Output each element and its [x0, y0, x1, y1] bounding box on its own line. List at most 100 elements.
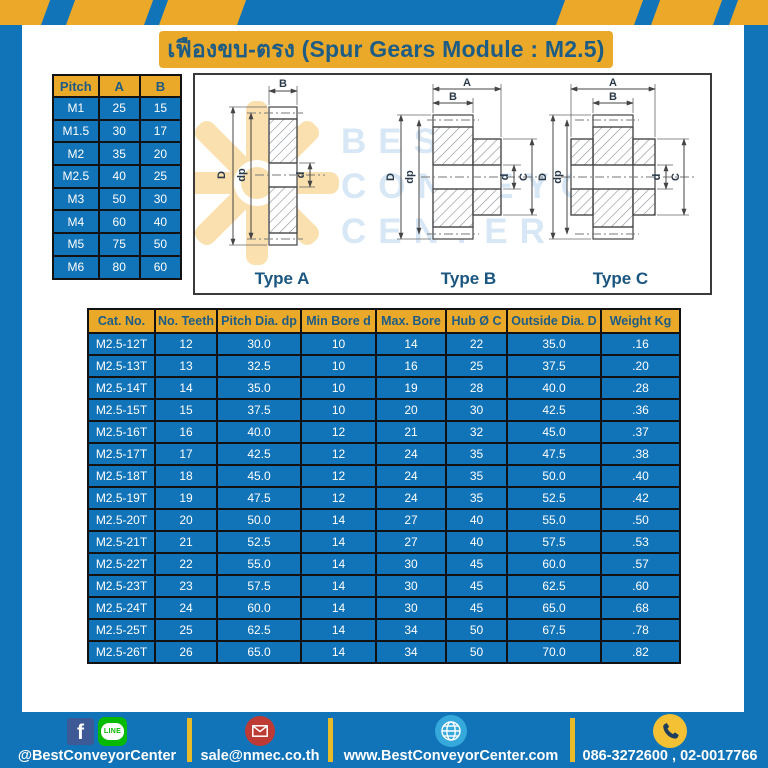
- table-cell: 22: [445, 332, 508, 356]
- page-title: เฟืองขบ-ตรง (Spur Gears Module : M2.5): [159, 31, 613, 68]
- table-cell: .37: [600, 420, 681, 444]
- column-header: Max. Bore: [375, 308, 447, 334]
- dim-label-a: A: [463, 77, 471, 89]
- column-header: B: [138, 74, 183, 98]
- table-cell: 35.0: [216, 376, 302, 400]
- table-cell: 45: [445, 552, 508, 576]
- table-cell: 35: [97, 141, 141, 167]
- figure-caption: Type C: [592, 269, 649, 288]
- table-cell: M5: [52, 232, 100, 257]
- table-cell: 34: [375, 640, 447, 664]
- table-cell: .50: [600, 508, 681, 532]
- table-cell: 42.5: [506, 398, 602, 422]
- page-title-text: เฟืองขบ-ตรง (Spur Gears Module : M2.5): [167, 35, 605, 62]
- dim-label-d-outer: D: [216, 171, 228, 179]
- social-handle-text[interactable]: @BestConveyorCenter: [17, 748, 177, 764]
- table-cell: 14: [154, 376, 218, 400]
- top-striped-bar: [0, 0, 768, 25]
- table-cell: 20: [154, 508, 218, 532]
- column-header: Outside Dia. D: [506, 308, 602, 334]
- table-cell: 32.5: [216, 354, 302, 378]
- table-cell: 24: [375, 464, 447, 488]
- figure-caption: Type A: [254, 269, 310, 288]
- dim-label-a: A: [609, 77, 617, 89]
- gear-type-a-figure: B D dp d Type A: [207, 77, 357, 288]
- table-row: M2 35 20: [52, 141, 183, 167]
- globe-icon[interactable]: [435, 715, 467, 747]
- table-cell: 24: [375, 486, 447, 510]
- dim-label-dp: dp: [404, 170, 416, 184]
- table-cell: 45: [445, 574, 508, 598]
- website-url-text[interactable]: www.BestConveyorCenter.com: [343, 748, 559, 764]
- table-cell: 22: [154, 552, 218, 576]
- facebook-icon[interactable]: f: [67, 717, 94, 745]
- table-cell: 23: [154, 574, 218, 598]
- table-cell: 35.0: [506, 332, 602, 356]
- column-header: Hub Ø C: [445, 308, 508, 334]
- table-cell: M2.5-25T: [87, 618, 156, 642]
- line-app-icon[interactable]: LINE: [98, 716, 127, 746]
- table-cell: M2.5-13T: [87, 354, 156, 378]
- pitch-reference-table: Pitch A B M1 25 15 M1.5 30 17 M2 35 20 M2.5 40 25 M3 50…: [52, 74, 183, 280]
- table-cell: 21: [154, 530, 218, 554]
- table-cell: 75: [97, 232, 141, 257]
- table-cell: .68: [600, 596, 681, 620]
- table-cell: M2.5-19T: [87, 486, 156, 510]
- table-cell: M2.5-14T: [87, 376, 156, 400]
- table-row: M2.5-14T 14 35.0 10 19 28 40.0.28: [87, 376, 681, 400]
- phone-numbers-text[interactable]: 086-3272600 , 02-0017766: [582, 748, 758, 764]
- table-cell: M4: [52, 209, 100, 235]
- table-cell: 80: [97, 254, 141, 280]
- table-cell: M2: [52, 141, 100, 167]
- table-cell: 28: [445, 376, 508, 400]
- table-row: M2.5-13T 13 32.5 10 16 25 37.5.20: [87, 354, 681, 378]
- table-cell: M2.5-23T: [87, 574, 156, 598]
- table-cell: 12: [154, 332, 218, 356]
- table-cell: 60.0: [216, 596, 302, 620]
- table-cell: .38: [600, 442, 681, 466]
- table-cell: 30: [375, 574, 447, 598]
- dim-label-dp: dp: [236, 168, 248, 182]
- table-row: M1 25 15: [52, 96, 183, 121]
- table-row: M2.5-17T 17 42.5 12 24 35 47.5.38: [87, 442, 681, 466]
- email-icon[interactable]: [245, 716, 275, 746]
- gear-spec-table: Cat. No. No. Teeth Pitch Dia. dp Min Bore d…: [87, 308, 681, 664]
- table-row: M2.5-20T 20 50.0 14 27 40 55.0.50: [87, 508, 681, 532]
- table-cell: 45: [445, 596, 508, 620]
- table-cell: 45.0: [216, 464, 302, 488]
- table-cell: 55.0: [506, 508, 602, 532]
- line-text: LINE: [103, 727, 122, 735]
- table-row: M2.5-16T 16 40.0 12 21 32 45.0.37: [87, 420, 681, 444]
- table-cell: 62.5: [216, 618, 302, 642]
- table-cell: 47.5: [506, 442, 602, 466]
- column-header: A: [97, 74, 141, 98]
- footer-divider: [328, 718, 333, 762]
- column-header: Cat. No.: [87, 308, 156, 334]
- email-address-text[interactable]: sale@nmec.co.th: [200, 748, 320, 764]
- table-cell: 50.0: [216, 508, 302, 532]
- table-cell: 14: [375, 332, 447, 356]
- phone-icon[interactable]: [653, 714, 687, 748]
- table-cell: 62.5: [506, 574, 602, 598]
- table-cell: 37.5: [506, 354, 602, 378]
- table-cell: 52.5: [506, 486, 602, 510]
- dim-label-dp: dp: [552, 170, 564, 184]
- table-cell: 65.0: [216, 640, 302, 664]
- table-cell: .53: [600, 530, 681, 554]
- table-cell: 13: [154, 354, 218, 378]
- table-cell: 24: [375, 442, 447, 466]
- table-cell: .42: [600, 486, 681, 510]
- table-row: M2.5-24T 24 60.0 14 30 45 65.0.68: [87, 596, 681, 620]
- table-cell: 35: [445, 486, 508, 510]
- table-row: M5 75 50: [52, 232, 183, 257]
- table-cell: 30.0: [216, 332, 302, 356]
- gear-drawings-panel: BEST CONVEYOR CENTER: [193, 73, 712, 295]
- footer-social-section: f LINE @BestConveyorCenter: [8, 712, 186, 768]
- table-cell: 50: [97, 186, 141, 212]
- dim-label-b: B: [279, 78, 287, 90]
- page-frame-right: [744, 25, 768, 712]
- table-cell: 60: [138, 254, 183, 280]
- dim-label-d-outer: D: [537, 173, 549, 181]
- table-cell: M2.5-16T: [87, 420, 156, 444]
